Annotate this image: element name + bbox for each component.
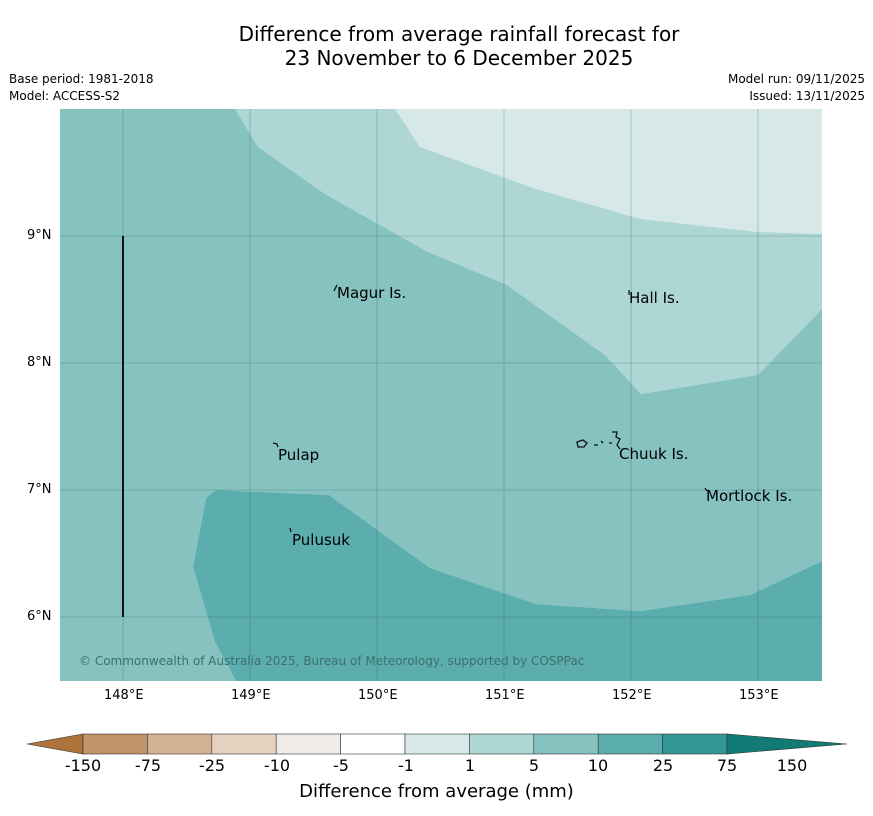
colorbar-segment — [597, 733, 663, 755]
chuuk-lagoon-shape — [576, 431, 621, 450]
colorbar-label: 75 — [716, 756, 738, 775]
meta-left: Base period: 1981-2018 Model: ACCESS-S2 — [9, 71, 154, 105]
place-label-magur: Magur Is. — [337, 284, 406, 302]
colorbar-label: -5 — [333, 756, 349, 775]
meta-right: Model run: 09/11/2025 Issued: 13/11/2025 — [728, 71, 865, 105]
pulusuk-island-shape — [289, 527, 292, 533]
x-tick-151: 151°E — [485, 688, 525, 703]
place-label-pulap: Pulap — [278, 446, 319, 464]
colorbar-segment — [275, 733, 341, 755]
place-labels: Magur Is. Hall Is. Pulap Chuuk Is. Mortl… — [278, 284, 792, 549]
issued-date: Issued: 13/11/2025 — [749, 89, 865, 103]
colorbar-label: -150 — [64, 756, 102, 775]
x-tick-153: 153°E — [739, 688, 779, 703]
rainfall-map: Magur Is. Hall Is. Pulap Chuuk Is. Mortl… — [60, 109, 822, 681]
title-line-2: 23 November to 6 December 2025 — [284, 46, 634, 70]
y-tick-9n: 9°N — [27, 228, 52, 243]
colorbar-label: -25 — [198, 756, 226, 775]
gridlines — [60, 109, 822, 681]
colorbar-segment — [662, 733, 728, 755]
place-label-chuuk: Chuuk Is. — [619, 445, 688, 463]
colorbar-extend-low — [26, 733, 84, 755]
model-run: Model run: 09/11/2025 — [727, 72, 865, 86]
y-tick-7n: 7°N — [27, 482, 52, 497]
mortlock-island-shape — [704, 487, 708, 492]
contour-5-to-10 — [235, 109, 822, 394]
island-shapes — [272, 284, 708, 533]
colorbar-label: -1 — [398, 756, 414, 775]
colorbar-title: Difference from average (mm) — [299, 781, 574, 802]
colorbar-segment — [533, 733, 599, 755]
place-label-pulusuk: Pulusuk — [292, 531, 350, 549]
x-tick-152: 152°E — [612, 688, 652, 703]
colorbar-segment — [147, 733, 213, 755]
pulap-island-shape — [272, 442, 279, 448]
base-period: Base period: 1981-2018 — [9, 72, 154, 86]
colorbar-segment — [211, 733, 277, 755]
y-tick-8n: 8°N — [27, 355, 52, 370]
x-tick-148: 148°E — [104, 688, 144, 703]
contour-1-to-5 — [395, 109, 822, 234]
colorbar-label: 10 — [587, 756, 609, 775]
colorbar-extend-high — [726, 733, 848, 755]
map-title: Difference from average rainfall forecas… — [0, 22, 873, 70]
y-tick-6n: 6°N — [27, 609, 52, 624]
colorbar-segment — [469, 733, 535, 755]
colorbar-segment — [404, 733, 470, 755]
colorbar-label: 150 — [776, 756, 808, 775]
copyright-notice: © Commonwealth of Australia 2025, Bureau… — [79, 654, 584, 668]
contour-25-to-75 — [193, 490, 822, 681]
colorbar-label: 1 — [464, 756, 476, 775]
place-label-mortlock: Mortlock Is. — [706, 487, 792, 505]
colorbar-segment — [82, 733, 148, 755]
x-tick-150: 150°E — [358, 688, 398, 703]
colorbar — [26, 733, 848, 755]
magur-island-shape — [333, 284, 338, 292]
x-tick-149: 149°E — [231, 688, 271, 703]
colorbar-label: 25 — [652, 756, 674, 775]
place-label-hall: Hall Is. — [629, 289, 680, 307]
colorbar-label: -10 — [263, 756, 291, 775]
model-name: Model: ACCESS-S2 — [9, 89, 121, 103]
colorbar-label: -75 — [134, 756, 162, 775]
colorbar-label: 5 — [528, 756, 540, 775]
title-line-1: Difference from average rainfall forecas… — [238, 22, 680, 46]
colorbar-segment — [340, 733, 406, 755]
contour-10-to-25 — [60, 109, 822, 681]
